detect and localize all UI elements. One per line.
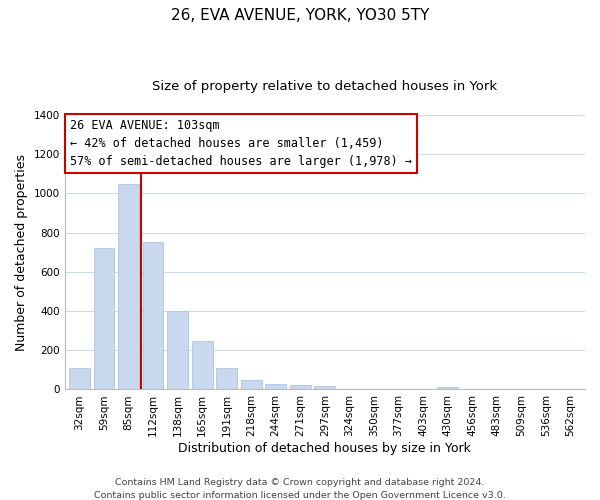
Bar — [437, 387, 458, 390]
Bar — [241, 380, 262, 390]
Text: 26 EVA AVENUE: 103sqm
← 42% of detached houses are smaller (1,459)
57% of semi-d: 26 EVA AVENUE: 103sqm ← 42% of detached … — [70, 119, 412, 168]
Title: Size of property relative to detached houses in York: Size of property relative to detached ho… — [152, 80, 497, 93]
Bar — [314, 386, 335, 390]
Bar — [118, 184, 139, 390]
Bar — [191, 342, 212, 390]
Text: 26, EVA AVENUE, YORK, YO30 5TY: 26, EVA AVENUE, YORK, YO30 5TY — [171, 8, 429, 22]
X-axis label: Distribution of detached houses by size in York: Distribution of detached houses by size … — [178, 442, 471, 455]
Bar — [265, 384, 286, 390]
Bar — [94, 248, 115, 390]
Y-axis label: Number of detached properties: Number of detached properties — [15, 154, 28, 350]
Bar — [143, 242, 163, 390]
Bar — [167, 311, 188, 390]
Text: Contains HM Land Registry data © Crown copyright and database right 2024.
Contai: Contains HM Land Registry data © Crown c… — [94, 478, 506, 500]
Bar — [216, 368, 237, 390]
Bar — [290, 384, 311, 390]
Bar — [69, 368, 90, 390]
